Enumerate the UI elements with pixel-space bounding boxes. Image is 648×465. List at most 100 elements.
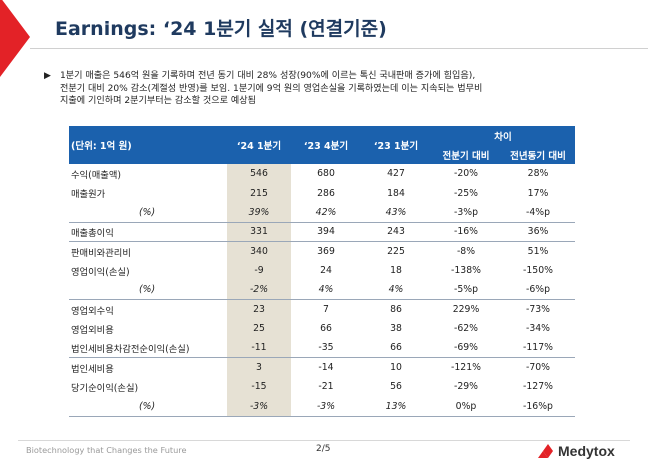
cell-value: 3 [227,357,291,378]
cell-value: 229% [431,299,501,320]
cell-value: -8% [431,241,501,261]
cell-value: -5%p [453,284,478,296]
cell-value: 10 [361,357,431,378]
table-row: (%) -3% -3% 13% 0%p -16%p [69,396,575,417]
cell-value: -121% [431,357,501,378]
cell-value: -3% [291,396,361,417]
header-divider [30,48,648,49]
cell-value: 4% [318,284,334,296]
cell-value: -127% [523,381,553,393]
cell-value: 340 [227,241,291,261]
row-label: (%) [69,396,227,417]
cell-value: -35 [318,342,334,354]
row-label: 매출원가 [71,189,106,201]
cell-value: 86 [361,299,431,320]
cell-value: 369 [291,241,361,261]
table-row: 매출총이익 331 394 243 -16% 36% [69,221,575,242]
cell-value: -70% [501,357,575,378]
cell-value: -16%p [501,396,575,417]
col-header-24q1: ‘24 1분기 [227,126,291,164]
page-number: 2/5 [316,444,331,454]
cell-value: -21 [318,381,334,393]
table-row: 영업외비용 25 66 38 -62% -34% [69,319,575,339]
corner-accent [0,0,30,77]
footer-tagline: Biotechnology that Changes the Future [26,445,187,455]
row-label: 매출총이익 [69,221,227,242]
row-label: (%) [139,284,156,296]
unit-label-header: (단위: 1억 원) [69,126,227,164]
diff-col-qoq: 전분기 대비 [431,145,501,164]
cell-value: 225 [361,241,431,261]
cell-value: 39% [227,202,291,223]
cell-value: 42% [315,206,337,218]
table-row: 판매비와관리비 340 369 225 -8% 51% [69,241,575,261]
row-label: 영업이익(손실) [71,266,130,278]
cell-value: -73% [501,299,575,320]
cell-value: -2% [227,280,291,300]
cell-value: 215 [227,183,291,203]
cell-value: 394 [291,221,361,242]
row-label: 영업외수익 [69,299,227,320]
table-row: 당기순이익(손실) -15 -21 56 -29% -127% [69,377,575,397]
row-label: 법인세비용차감전순이익(손실) [71,343,190,355]
cell-value: -4%p [525,206,550,218]
page-title: Earnings: ‘24 1분기 실적 (연결기준) [55,18,387,40]
cell-value: -14 [291,357,361,378]
cell-value: 66 [390,342,402,354]
cell-value: -117% [523,342,553,354]
cell-value: -3% [227,396,291,417]
cell-value: 0%p [431,396,501,417]
cell-value: -3%p [453,206,478,218]
cell-value: -25% [453,187,479,199]
table-row: 수익(매출액) 546 680 427 -20% 28% [69,164,575,184]
cell-value: 24 [320,265,332,277]
logo-text: Medytox [558,443,615,459]
row-label: 판매비와관리비 [69,241,227,261]
table-row: 영업외수익 23 7 86 229% -73% [69,299,575,320]
col-header-23q1: ‘23 1분기 [361,126,431,164]
row-label: 당기순이익(손실) [71,382,139,394]
cell-value: 680 [317,168,335,180]
diff-col-yoy: 전년동기 대비 [501,145,575,164]
cell-value: -62% [453,323,479,335]
cell-value: -138% [451,265,481,277]
table-row: 영업이익(손실) -9 24 18 -138% -150% [69,260,575,281]
summary-text: ▶ 1분기 매출은 546억 원을 기록하며 전년 동기 대비 28% 성장(9… [44,70,620,108]
summary-line: 1분기 매출은 546억 원을 기록하며 전년 동기 대비 28% 성장(90%… [60,71,476,81]
cell-value: 25 [227,319,291,339]
cell-value: 17% [527,187,549,199]
cell-value: 23 [227,299,291,320]
table-row: (%) 39% 42% 43% -3%p -4%p [69,202,575,223]
cell-value: -9 [227,260,291,281]
cell-value: 286 [317,187,335,199]
cell-value: 66 [320,323,332,335]
cell-value: -69% [453,342,479,354]
cell-value: 43% [385,206,407,218]
cell-value: 13% [361,396,431,417]
cell-value: 28% [527,168,549,180]
cell-value: 546 [227,164,291,184]
cell-value: 36% [501,221,575,242]
cell-value: -29% [453,381,479,393]
cell-value: -6%p [525,284,550,296]
row-label: 수익(매출액) [71,169,122,181]
cell-value: 427 [387,168,405,180]
table-row: (%) -2% 4% 4% -5%p -6%p [69,280,575,300]
cell-value: 38 [390,323,402,335]
cell-value: -16% [431,221,501,242]
bullet-arrow-icon: ▶ [44,71,51,81]
footer-divider [18,440,630,441]
logo-mark-icon [538,444,554,458]
earnings-table: (단위: 1억 원) ‘24 1분기 ‘23 4분기 ‘23 1분기 차이 전분… [69,126,575,417]
cell-value: -11 [227,338,291,358]
company-logo: Medytox [538,443,615,459]
cell-value: -34% [525,323,551,335]
cell-value: 184 [387,187,405,199]
cell-value: 243 [361,221,431,242]
page-header: Earnings: ‘24 1분기 실적 (연결기준) [0,0,648,77]
cell-value: 56 [390,381,402,393]
cell-value: 18 [390,265,402,277]
cell-value: 4% [388,284,404,296]
table-row: 법인세비용 3 -14 10 -121% -70% [69,357,575,378]
cell-value: -150% [523,265,553,277]
